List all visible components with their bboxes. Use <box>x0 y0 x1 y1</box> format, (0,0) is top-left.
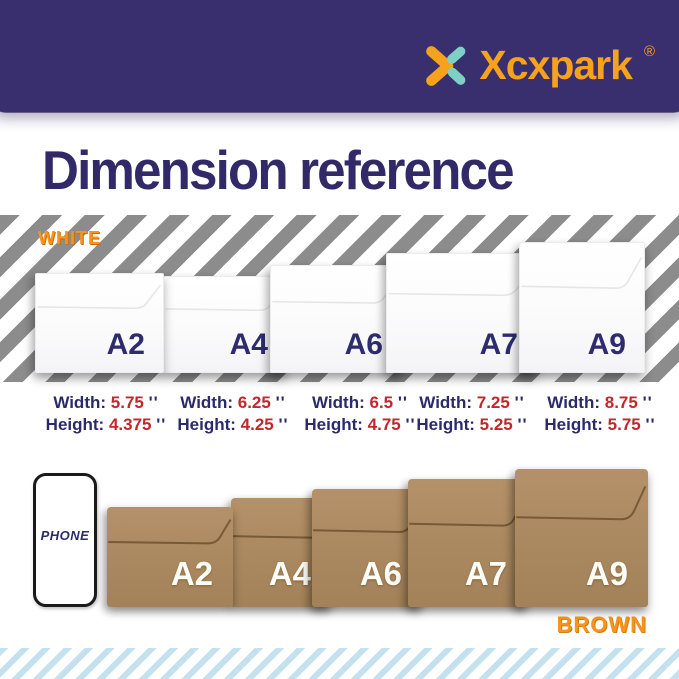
brown-section-label: BROWN <box>556 612 647 637</box>
brand-logo: Xcxpark ® <box>423 42 655 89</box>
brown-envelope-a2: A2 <box>107 507 233 607</box>
height-line: Height: 5.25 '' <box>416 415 528 434</box>
envelope-flap-seam <box>408 479 527 533</box>
white-envelope-a2: A2 <box>35 273 164 373</box>
width-line: Width: 8.75 '' <box>547 393 653 412</box>
envelope-flap-seam <box>312 489 422 539</box>
brown-envelope-a7: A7 <box>408 479 527 607</box>
envelope-size-label: A9 <box>587 328 626 361</box>
envelope-flap-seam <box>271 266 401 311</box>
envelope-size-label: A9 <box>585 555 628 592</box>
white-section-label: WHITE <box>38 228 101 248</box>
envelope-flap-seam <box>520 243 644 297</box>
width-line: Width: 5.75 '' <box>53 393 159 412</box>
envelope-size-label: A2 <box>170 555 213 592</box>
brand-x-icon <box>426 45 466 86</box>
white-envelope-a4: A4 <box>163 276 287 373</box>
brown-envelopes-section: PHONE A2 A4 A6 A7 A9 <box>0 467 679 607</box>
width-line: Width: 6.25 '' <box>180 393 286 412</box>
dimension-column-a2: Width: 5.75 '' Height: 4.375 '' <box>46 392 167 436</box>
height-line: Height: 4.25 '' <box>177 415 289 434</box>
envelope-flap-seam <box>36 274 163 315</box>
page-title: Dimension reference <box>42 139 515 201</box>
registered-trademark-symbol: ® <box>643 43 655 60</box>
brown-envelope-a9: A9 <box>515 469 648 607</box>
dimension-column-a7: Width: 7.25 '' Height: 5.25 '' <box>416 392 527 436</box>
width-line: Width: 7.25 '' <box>419 393 525 412</box>
envelope-size-label: A6 <box>359 555 402 592</box>
height-line: Height: 5.75 '' <box>544 415 656 434</box>
envelope-flap-seam <box>107 507 233 549</box>
dimension-column-a9: Width: 8.75 '' Height: 5.75 '' <box>544 392 655 436</box>
white-envelopes-band: WHITE A2 A4 A6 A7 A9 <box>0 215 679 382</box>
dimensions-reference: Width: 5.75 '' Height: 4.375 '' Width: 6… <box>0 392 679 442</box>
envelope-size-label: A4 <box>268 555 311 592</box>
phone-outline: PHONE <box>33 473 97 607</box>
white-envelope-a9: A9 <box>519 242 645 373</box>
envelope-flap-seam <box>515 469 648 527</box>
dimension-column-a4: Width: 6.25 '' Height: 4.25 '' <box>177 392 288 436</box>
phone-label: PHONE <box>40 528 90 543</box>
envelope-flap-seam <box>387 254 536 304</box>
envelope-size-label: A7 <box>464 555 507 592</box>
height-line: Height: 4.375 '' <box>45 415 167 434</box>
envelope-size-label: A2 <box>106 328 145 361</box>
bottom-stripe-band <box>0 648 679 679</box>
dimension-column-a6: Width: 6.5 '' Height: 4.75 '' <box>304 392 415 436</box>
white-envelope-a7: A7 <box>386 253 537 373</box>
envelope-size-label: A6 <box>344 328 383 361</box>
envelope-size-label: A4 <box>229 328 268 361</box>
height-line: Height: 4.75 '' <box>304 415 416 434</box>
white-envelope-a6: A6 <box>270 265 402 373</box>
brown-envelope-a6: A6 <box>312 489 422 607</box>
envelope-flap-seam <box>164 277 286 317</box>
envelope-size-label: A7 <box>479 328 518 361</box>
brand-name: Xcxpark <box>479 42 633 88</box>
width-line: Width: 6.5 '' <box>312 393 408 412</box>
